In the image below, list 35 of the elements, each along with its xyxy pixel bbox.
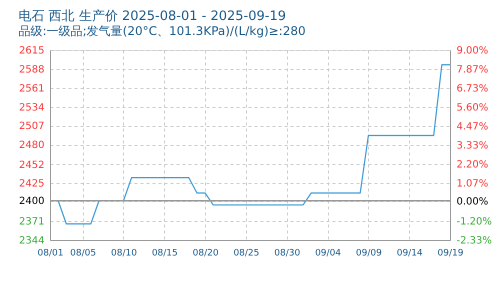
y-tick-label: 2425	[19, 178, 44, 190]
x-tick-label: 08/30	[274, 248, 300, 258]
y2-tick-label: 2.20%	[456, 160, 488, 171]
y-tick-label: 2615	[19, 46, 44, 56]
y-tick-label: 2507	[19, 121, 44, 132]
y2-tick-label: -2.33%	[456, 236, 492, 246]
y-tick-label: 2371	[19, 216, 44, 228]
x-tick-label: 09/04	[315, 248, 342, 258]
y-tick-label: 2344	[19, 236, 44, 246]
y2-tick-label: 6.73%	[456, 84, 488, 95]
x-tick-label: 09/09	[356, 248, 382, 258]
x-tick-label: 08/20	[192, 248, 219, 258]
y2-tick-label: 3.33%	[456, 140, 488, 152]
x-tick-label: 08/15	[152, 248, 178, 258]
y-tick-label: 2400	[19, 196, 44, 208]
y-tick-label: 2534	[19, 102, 44, 114]
y2-tick-label: -1.20%	[456, 216, 492, 228]
y-tick-label: 2588	[19, 64, 44, 76]
x-tick-label: 09/14	[396, 248, 423, 258]
y2-tick-label: 1.07%	[456, 178, 488, 190]
y-tick-label: 2561	[19, 83, 44, 94]
y2-tick-label: 9.00%	[456, 46, 488, 56]
x-tick-label: 08/25	[233, 248, 260, 258]
chart-subtitle: 品级:一级品;发气量(20°C、101.3KPa)/(L/kg)≥:280	[18, 24, 306, 38]
x-tick-label: 08/10	[111, 248, 138, 258]
x-tick-label: 09/19	[438, 248, 464, 258]
y-tick-label: 2480	[19, 140, 44, 152]
y2-tick-label: 5.60%	[456, 102, 488, 114]
y-tick-label: 2452	[19, 160, 44, 171]
y2-tick-label: 0.00%	[456, 196, 488, 208]
y2-tick-label: 7.87%	[456, 64, 488, 76]
y2-tick-label: 4.47%	[456, 121, 488, 132]
x-tick-label: 08/05	[70, 248, 96, 258]
chart-title: 电石 西北 生产价 2025-08-01 - 2025-09-19	[18, 9, 286, 24]
x-tick-label: 08/01	[38, 248, 64, 258]
